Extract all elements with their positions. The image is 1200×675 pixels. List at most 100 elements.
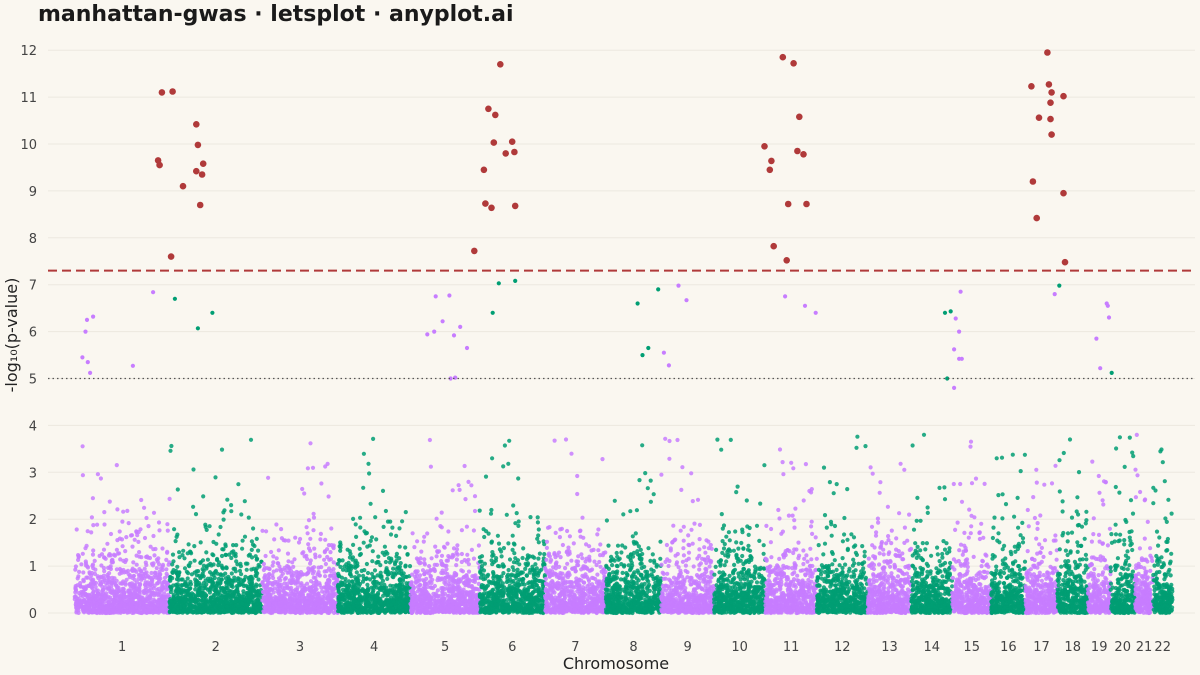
data-point (156, 579, 162, 584)
data-point (427, 437, 432, 443)
data-point (370, 559, 375, 564)
data-point (164, 567, 169, 572)
data-point (466, 590, 471, 595)
data-point (392, 593, 397, 598)
data-point (432, 562, 437, 567)
data-point (365, 570, 371, 576)
data-point (236, 577, 241, 582)
data-point (106, 601, 111, 606)
data-point (260, 528, 265, 533)
y-tick-label: 6 (29, 326, 37, 341)
data-point (265, 599, 270, 604)
data-point (365, 544, 370, 549)
data-point (320, 594, 325, 599)
data-point (391, 589, 396, 594)
data-point (272, 601, 278, 606)
data-point (434, 554, 439, 559)
data-point (229, 550, 234, 555)
data-point (98, 476, 103, 481)
data-point (385, 576, 390, 582)
data-point (282, 592, 287, 597)
data-point (177, 550, 182, 555)
data-point (314, 582, 319, 587)
data-point (285, 551, 291, 556)
data-point (125, 609, 130, 614)
data-point (317, 582, 322, 588)
data-point (338, 542, 343, 547)
data-point (475, 587, 480, 592)
data-point (130, 575, 135, 581)
data-point (346, 560, 351, 566)
data-point (378, 570, 383, 575)
data-point (220, 593, 225, 598)
data-point (160, 546, 165, 551)
data-point (293, 573, 298, 578)
data-point (168, 589, 173, 595)
data-point (189, 572, 194, 577)
data-point (311, 575, 316, 580)
data-point (306, 592, 311, 597)
data-point (476, 543, 481, 548)
data-point (453, 572, 459, 578)
data-point (120, 544, 125, 549)
y-tick-label: 0 (29, 607, 37, 622)
y-tick-label: 3 (29, 466, 37, 481)
data-point (372, 579, 377, 584)
data-point (175, 605, 180, 610)
data-point (304, 525, 309, 530)
data-point (285, 586, 290, 591)
data-point (391, 599, 396, 604)
data-point (369, 571, 375, 576)
data-point (516, 519, 521, 524)
data-point (211, 553, 216, 558)
data-point (435, 599, 440, 604)
data-point (97, 598, 102, 603)
data-point (153, 570, 158, 575)
data-point (263, 553, 268, 559)
data-point (370, 594, 375, 599)
data-point (218, 581, 223, 586)
data-point (156, 520, 162, 525)
data-point (229, 600, 234, 605)
data-point (114, 567, 119, 572)
data-point (308, 587, 314, 592)
data-point (394, 533, 399, 539)
data-point (213, 569, 218, 575)
data-point (422, 534, 427, 539)
data-point (454, 550, 459, 556)
data-point (234, 559, 239, 564)
data-point (278, 569, 284, 574)
data-point (266, 475, 271, 480)
data-point (264, 585, 269, 590)
data-point (138, 527, 143, 532)
data-point (419, 604, 424, 609)
data-point (274, 522, 279, 527)
data-point (382, 544, 387, 549)
data-point (445, 558, 450, 563)
data-point (251, 526, 256, 531)
data-point (123, 549, 128, 554)
data-point (508, 577, 513, 582)
data-point (329, 543, 334, 548)
data-point (142, 566, 147, 571)
data-point (418, 573, 423, 578)
data-point (455, 543, 460, 548)
data-point (442, 586, 447, 592)
data-point (245, 561, 250, 566)
data-point (364, 561, 369, 567)
data-point (353, 522, 358, 527)
data-point (405, 597, 410, 603)
data-point (348, 551, 353, 557)
data-point (103, 610, 108, 615)
data-point (224, 565, 229, 570)
data-point (90, 496, 95, 501)
data-point (331, 560, 336, 565)
data-point (130, 605, 135, 610)
data-point (385, 519, 391, 524)
data-point (489, 539, 494, 544)
data-point (136, 596, 141, 601)
data-point (232, 590, 237, 595)
data-point (121, 558, 126, 563)
data-point (288, 580, 293, 586)
data-point (466, 479, 471, 484)
